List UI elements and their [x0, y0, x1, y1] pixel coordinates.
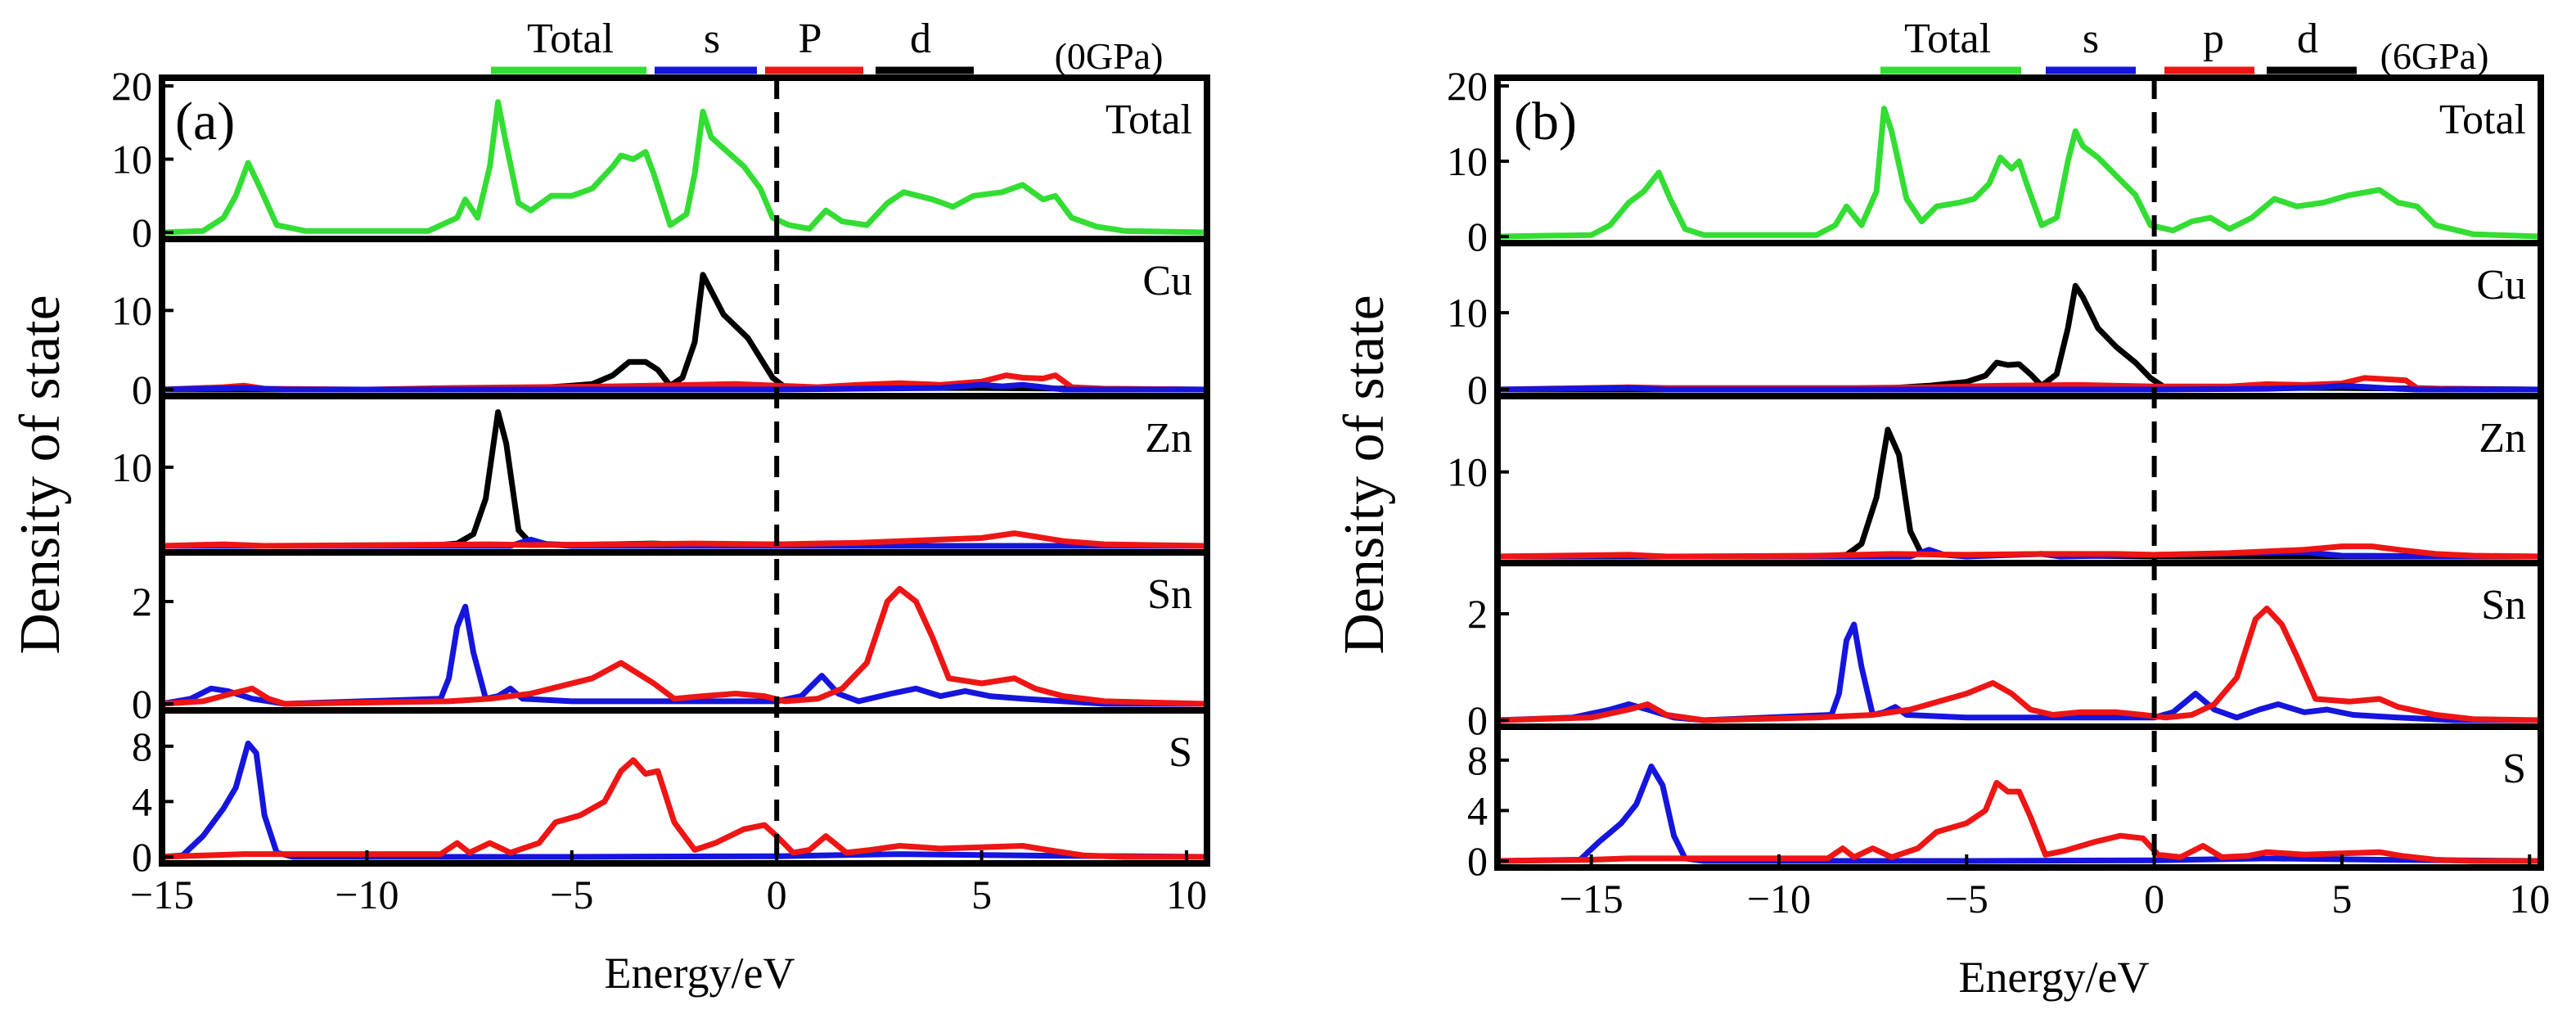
x-tick-label: −10 [335, 872, 399, 917]
x-tick-label: −15 [130, 872, 194, 917]
legend-label-s: s [704, 16, 720, 62]
subplot-zn: 10 Zn [1447, 393, 2544, 560]
x-tick-label: −5 [550, 872, 593, 917]
y-tick-label: 0 [1467, 838, 1488, 884]
subplot-total: 0 10 20 Total [111, 63, 1210, 255]
series-d-line [1494, 282, 2544, 393]
y-tick-label: 20 [111, 63, 152, 109]
x-axis-label: Energy/eV [1959, 953, 2150, 1002]
y-tick-label: 10 [111, 287, 152, 333]
subplot-cu: 0 10 Cu [1447, 240, 2544, 412]
series-s-line [159, 740, 1210, 860]
panel-b: Total s p d (6GPa) Density of state Ener… [1333, 16, 2488, 1002]
legend-label-p: p [2203, 16, 2224, 62]
subplot-label: Total [2439, 97, 2526, 143]
subplot-cu: 0 10 Cu [111, 236, 1210, 412]
subplot-sn: 0 2 Sn [132, 549, 1210, 727]
y-axis-label: Density of state [9, 295, 72, 654]
x-tick-label: 10 [1166, 872, 1207, 917]
subplot-s: 0 48 S [1467, 723, 2544, 884]
y-tick-label: 2 [132, 579, 152, 624]
subplot-label: S [1169, 729, 1192, 776]
y-tick-label: 10 [111, 444, 152, 490]
y-axis-label: Density of state [1333, 295, 1396, 654]
plot-frame [159, 74, 1210, 867]
series-s-line [1494, 382, 2544, 393]
y-tick-label: 0 [132, 681, 152, 727]
y-tick-label: 0 [132, 367, 152, 412]
legend-label-total: Total [527, 16, 614, 62]
legend-b: Total s p d (6GPa) [1880, 16, 2488, 77]
subplot-label: Total [1106, 97, 1192, 143]
x-tick-label: 0 [767, 872, 787, 917]
legend-label-d: d [910, 16, 931, 62]
pressure-label: (0GPa) [1055, 35, 1164, 77]
x-tick-label: −15 [1560, 876, 1624, 922]
y-tick-label: 0 [1467, 697, 1488, 743]
subplot-total: 0 10 20 Total [1447, 63, 2544, 259]
x-tick-label: 10 [2509, 876, 2550, 922]
series-p-line [1494, 606, 2544, 723]
subplot-label: Zn [1145, 415, 1192, 462]
y-tick-label: 8 [132, 723, 152, 769]
series-p-line [159, 757, 1210, 860]
panel-b-plot: 0 10 20 Total 0 10 Cu 10 Zn 0 2 Sn 0 48 S −15 −10 −5 0 5 10 [1447, 63, 2550, 922]
subplot-s: 0 4 8 S [132, 707, 1210, 880]
subplot-label: Zn [2479, 415, 2526, 462]
y-tick-label: 0 [1467, 214, 1488, 259]
series-p-line [159, 585, 1210, 707]
subplot-label: Sn [2481, 582, 2526, 629]
subplot-label: Sn [1147, 571, 1192, 618]
legend-label-total: Total [1904, 16, 1991, 62]
x-tick-label: −10 [1747, 876, 1811, 922]
x-tick-label: 5 [2331, 876, 2352, 922]
series-p-line [1494, 780, 2544, 864]
y-tick-label: 4 [132, 778, 152, 824]
panel-tag: (a) [175, 92, 235, 151]
panel-a-plot: 0 10 20 Total 0 10 Cu 10 Zn 0 2 Sn 0 4 8 S −15 −10 −5 0 5 10 [111, 63, 1210, 917]
subplot-label: S [2502, 746, 2526, 792]
y-tick-label: 10 [1447, 449, 1488, 495]
legend-label-s: s [2083, 16, 2099, 62]
subplot-label: Cu [2476, 262, 2526, 309]
y-tick-label: 20 [1447, 63, 1488, 109]
x-tick-label: −5 [1945, 876, 1988, 922]
plot-frame [1494, 74, 2544, 871]
pressure-label: (6GPa) [2380, 35, 2489, 77]
series-total-line [1494, 106, 2544, 240]
x-axis-label: Energy/eV [605, 949, 795, 998]
y-tick-label: 0 [1467, 367, 1488, 412]
y-tick-label: 10 [111, 137, 152, 183]
series-total-line [159, 99, 1210, 236]
panel-a: Total s P d (0GPa) Density of state Ener… [9, 16, 1163, 998]
y-tick-label: 10 [1447, 138, 1488, 184]
y-tick-label: 8 [1467, 737, 1488, 783]
legend-label-p: P [799, 16, 822, 62]
series-p-line [1494, 543, 2544, 560]
subplot-label: Cu [1142, 258, 1192, 304]
series-p-line [159, 530, 1210, 549]
legend-label-d: d [2297, 16, 2318, 62]
legend-a: Total s P d (0GPa) [491, 16, 1163, 77]
y-tick-label: 0 [132, 210, 152, 255]
y-tick-label: 4 [1467, 787, 1488, 833]
subplot-zn: 10 Zn [111, 393, 1210, 549]
y-tick-label: 2 [1467, 591, 1488, 637]
y-tick-label: 10 [1447, 290, 1488, 336]
series-s-line [159, 381, 1210, 393]
x-tick-label: 5 [971, 872, 992, 917]
subplot-sn: 0 2 Sn [1467, 560, 2544, 743]
x-tick-label: 0 [2144, 876, 2164, 922]
y-tick-label: 0 [132, 834, 152, 880]
panel-tag: (b) [1514, 92, 1577, 151]
